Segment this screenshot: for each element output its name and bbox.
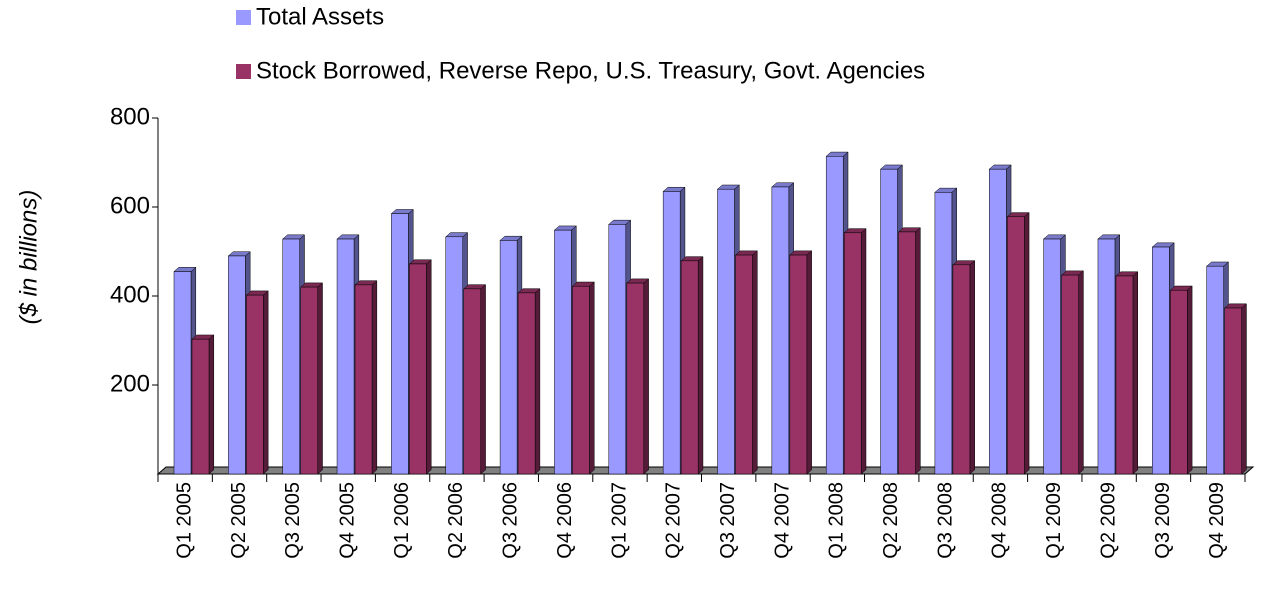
- bar: [282, 238, 300, 475]
- x-tick-label: Q1 2006: [391, 482, 413, 559]
- bar-side: [426, 259, 432, 475]
- x-tick-label: Q3 2005: [282, 482, 304, 559]
- bar: [554, 229, 572, 475]
- bar: [499, 240, 518, 475]
- bar: [445, 236, 463, 475]
- bar: [228, 255, 246, 475]
- bar: [662, 191, 681, 475]
- bar: [354, 284, 373, 475]
- bar-side: [480, 284, 486, 475]
- bar-side: [263, 290, 269, 475]
- bar: [626, 282, 645, 475]
- bar: [934, 192, 953, 475]
- y-tick-label: 200: [110, 370, 150, 397]
- bar: [1043, 238, 1061, 475]
- bar-side: [915, 227, 921, 475]
- bar: [1224, 307, 1242, 475]
- legend-swatch: [236, 10, 251, 25]
- x-tick-label: Q2 2006: [445, 482, 467, 559]
- legend-swatch: [236, 64, 251, 79]
- bar-side: [1241, 303, 1247, 475]
- x-tick-label: Q4 2009: [1206, 482, 1228, 559]
- bar-side: [860, 228, 867, 475]
- bar: [880, 168, 898, 475]
- bar: [1152, 246, 1170, 475]
- x-tick-label: Q2 2009: [1097, 482, 1119, 559]
- bar-side: [317, 282, 323, 475]
- x-tick-label: Q1 2008: [826, 482, 848, 559]
- y-tick-label: 800: [110, 103, 150, 130]
- x-tick-label: Q2 2008: [880, 482, 902, 559]
- bar: [191, 338, 210, 475]
- bar: [717, 188, 735, 475]
- x-tick-label: Q3 2009: [1152, 482, 1174, 559]
- bar-side: [1187, 285, 1193, 475]
- x-tick-label: Q4 2007: [771, 482, 793, 559]
- bar: [517, 292, 536, 475]
- bar-side: [643, 278, 649, 475]
- x-tick-label: Q4 2005: [337, 482, 359, 559]
- bar: [680, 260, 699, 475]
- x-tick-label: Q4 2008: [989, 482, 1011, 559]
- bar: [300, 286, 318, 475]
- x-tick-label: Q2 2007: [663, 482, 685, 559]
- bar: [825, 156, 844, 475]
- bar-side: [589, 281, 595, 475]
- bar: [173, 271, 192, 475]
- bar: [789, 254, 808, 475]
- legend-label: Total Assets: [256, 3, 384, 30]
- y-tick-label: 400: [110, 281, 150, 308]
- y-axis-title: ($ in billions): [15, 190, 42, 325]
- bar: [1007, 216, 1025, 475]
- bar: [771, 186, 790, 475]
- x-tick-label: Q1 2007: [608, 482, 630, 559]
- bar-side: [806, 250, 812, 475]
- bar: [898, 231, 916, 475]
- bar: [1061, 274, 1079, 475]
- x-tick-label: Q3 2006: [500, 482, 522, 559]
- bar-side: [208, 334, 215, 475]
- bar: [1115, 275, 1134, 475]
- x-tick-label: Q1 2009: [1043, 482, 1065, 559]
- y-tick-label: 600: [110, 192, 150, 219]
- bar: [409, 263, 427, 475]
- bar-side: [969, 260, 975, 475]
- bar: [1206, 265, 1224, 475]
- bar: [952, 264, 971, 475]
- bar: [391, 213, 409, 475]
- bar: [735, 254, 753, 475]
- bar: [1097, 238, 1116, 475]
- x-tick-label: Q2 2005: [228, 482, 250, 559]
- bar-side: [1078, 270, 1084, 475]
- bar-side: [1024, 212, 1030, 475]
- bar: [608, 224, 627, 475]
- bar: [1170, 289, 1188, 475]
- bar-side: [697, 256, 704, 475]
- x-tick-label: Q1 2005: [173, 482, 195, 559]
- bar: [336, 238, 355, 475]
- bar-side: [752, 250, 758, 475]
- x-tick-label: Q3 2007: [717, 482, 739, 559]
- bar-side: [371, 280, 378, 475]
- bar: [463, 288, 481, 475]
- bar-side: [1132, 271, 1138, 475]
- bar: [572, 285, 590, 475]
- bar: [246, 294, 264, 475]
- x-tick-label: Q3 2008: [934, 482, 956, 559]
- bar: [989, 168, 1007, 475]
- legend-label: Stock Borrowed, Reverse Repo, U.S. Treas…: [256, 57, 925, 84]
- bar-side: [534, 288, 541, 475]
- bar: [843, 232, 862, 475]
- x-tick-label: Q4 2006: [554, 482, 576, 559]
